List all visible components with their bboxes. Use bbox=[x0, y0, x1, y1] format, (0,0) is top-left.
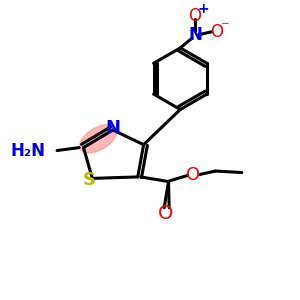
Text: O: O bbox=[188, 7, 201, 25]
Text: +: + bbox=[197, 2, 209, 16]
Text: O: O bbox=[158, 204, 173, 223]
Ellipse shape bbox=[80, 124, 117, 153]
Text: ⁻: ⁻ bbox=[221, 18, 230, 36]
Text: H₂N: H₂N bbox=[11, 142, 45, 160]
Text: N: N bbox=[188, 26, 202, 44]
Text: O: O bbox=[210, 23, 224, 41]
Text: S: S bbox=[82, 171, 95, 189]
Text: O: O bbox=[186, 167, 200, 184]
Text: N: N bbox=[105, 119, 120, 137]
